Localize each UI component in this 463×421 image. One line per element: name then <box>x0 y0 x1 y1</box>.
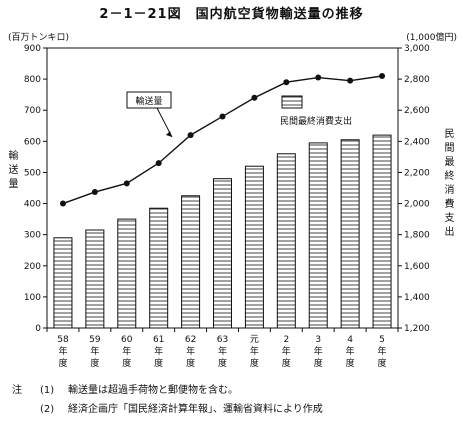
bar <box>181 195 201 329</box>
left-tick-label: 300 <box>24 231 41 241</box>
data-point <box>315 74 322 81</box>
chart-title: 2－1－21図 国内航空貨物輸送量の推移 <box>99 7 364 22</box>
left-tick-label: 600 <box>24 137 41 147</box>
left-tick-label: 400 <box>24 200 41 210</box>
x-tick-label: 58 <box>57 335 69 345</box>
left-axis-label: 輸送量 <box>6 150 17 192</box>
x-tick-label: 61 <box>153 335 164 345</box>
x-tick-label: 60 <box>121 335 133 345</box>
x-tick-label: 度 <box>250 357 259 369</box>
bar <box>213 178 232 329</box>
right-tick-label: 2,200 <box>404 168 430 178</box>
x-tick-label: 度 <box>378 357 387 369</box>
bar <box>53 237 73 329</box>
line-legend-box <box>126 91 172 109</box>
x-tick-label: 度 <box>90 357 99 369</box>
right-tick-label: 1,800 <box>404 231 430 241</box>
left-tick-label: 800 <box>24 75 41 85</box>
x-tick-label: 年 <box>346 345 355 357</box>
note-text: 経済企画庁「国民経済計算年報」、運輸省資料により作成 <box>68 404 323 415</box>
x-tick-label: 年 <box>58 345 67 357</box>
left-tick-label: 100 <box>24 293 41 303</box>
right-tick-label: 3,000 <box>404 44 430 54</box>
data-point <box>123 180 130 187</box>
data-point <box>187 132 194 139</box>
data-point <box>155 160 162 167</box>
right-tick-label: 2,600 <box>404 106 430 116</box>
data-point <box>347 77 354 84</box>
bar <box>276 153 296 329</box>
x-tick-label: 62 <box>185 335 196 345</box>
x-tick-label: 度 <box>122 357 131 369</box>
x-tick-label: 度 <box>154 357 163 369</box>
x-tick-label: 度 <box>218 357 227 369</box>
x-tick-label: 2 <box>283 335 289 345</box>
note-text: 輸送量は超過手荷物と郵便物を含む。 <box>68 385 238 396</box>
x-tick-label: 年 <box>154 345 163 357</box>
x-tick-label: 4 <box>347 335 353 345</box>
x-tick-label: 度 <box>58 357 67 369</box>
left-tick-label: 700 <box>24 106 41 116</box>
left-tick-label: 0 <box>35 324 41 334</box>
x-tick-label: 年 <box>186 345 195 357</box>
bar-legend-label: 民間最終消費支出 <box>280 115 352 127</box>
x-tick-label: 年 <box>90 345 99 357</box>
data-point <box>251 94 258 101</box>
data-point <box>219 113 226 120</box>
x-tick-label: 年 <box>378 345 387 357</box>
right-axis-unit: (1,000億円) <box>406 33 457 43</box>
right-tick-label: 1,200 <box>404 324 430 334</box>
bar-legend-swatch <box>281 95 303 109</box>
data-point <box>59 200 66 207</box>
x-tick-label: 年 <box>218 345 227 357</box>
right-tick-label: 1,600 <box>404 262 430 272</box>
bar <box>85 229 105 329</box>
x-tick-label: 年 <box>282 345 291 357</box>
right-tick-label: 1,400 <box>404 293 430 303</box>
x-tick-label: 59 <box>89 335 101 345</box>
bar <box>372 134 392 329</box>
data-point <box>379 73 386 79</box>
x-tick-label: 元 <box>250 335 259 345</box>
x-tick-label: 年 <box>122 345 131 357</box>
left-tick-label: 900 <box>24 44 41 54</box>
line-legend-label: 輸送量 <box>135 95 162 107</box>
right-tick-label: 2,000 <box>404 200 430 210</box>
note-2: (2) 経済企画庁「国民経済計算年報」、運輸省資料により作成 <box>12 400 323 415</box>
bar <box>340 139 360 329</box>
right-tick-label: 2,400 <box>404 137 430 147</box>
data-point <box>283 79 290 86</box>
x-tick-label: 度 <box>186 357 195 369</box>
note-number: (1) <box>40 385 55 396</box>
x-tick-label: 度 <box>346 357 355 369</box>
x-tick-label: 年 <box>314 345 323 357</box>
callout-arrowhead <box>166 131 172 137</box>
bar <box>149 207 169 329</box>
note-mark: 注 <box>12 385 22 396</box>
right-axis-label: 民間最終消費支出 <box>442 128 453 240</box>
left-axis-unit: (百万トンキロ) <box>8 33 70 43</box>
x-tick-label: 度 <box>314 357 323 369</box>
x-tick-label: 5 <box>379 335 385 345</box>
bar <box>308 142 328 329</box>
left-tick-label: 500 <box>24 168 41 178</box>
note-1: 注 (1) 輸送量は超過手荷物と郵便物を含む。 <box>12 381 238 396</box>
x-tick-label: 3 <box>315 335 321 345</box>
data-point <box>91 189 98 196</box>
x-tick-label: 63 <box>217 335 228 345</box>
x-tick-label: 度 <box>282 357 291 369</box>
right-tick-label: 2,800 <box>404 75 430 85</box>
x-tick-label: 年 <box>250 345 259 357</box>
bar <box>244 165 264 329</box>
bar <box>117 218 137 329</box>
left-tick-label: 200 <box>24 262 41 272</box>
note-number: (2) <box>40 404 55 415</box>
